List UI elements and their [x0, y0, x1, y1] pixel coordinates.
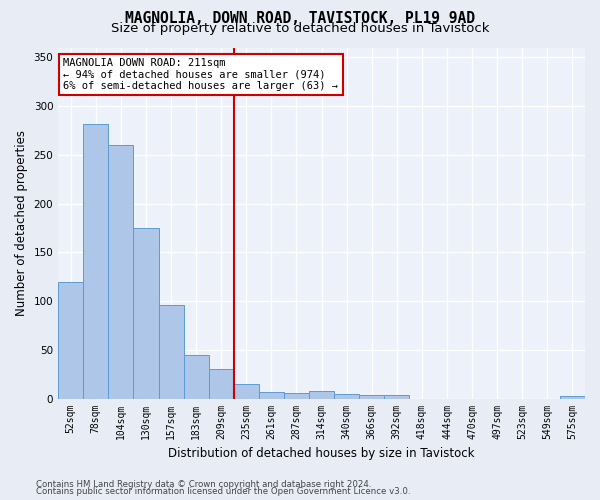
Bar — [334, 394, 359, 398]
Bar — [83, 124, 109, 398]
Text: Contains public sector information licensed under the Open Government Licence v3: Contains public sector information licen… — [36, 488, 410, 496]
Bar — [284, 392, 309, 398]
X-axis label: Distribution of detached houses by size in Tavistock: Distribution of detached houses by size … — [169, 447, 475, 460]
Bar — [109, 145, 133, 399]
Text: Contains HM Land Registry data © Crown copyright and database right 2024.: Contains HM Land Registry data © Crown c… — [36, 480, 371, 489]
Text: Size of property relative to detached houses in Tavistock: Size of property relative to detached ho… — [111, 22, 489, 35]
Bar — [209, 370, 234, 398]
Text: MAGNOLIA DOWN ROAD: 211sqm
← 94% of detached houses are smaller (974)
6% of semi: MAGNOLIA DOWN ROAD: 211sqm ← 94% of deta… — [64, 58, 338, 91]
Bar — [184, 354, 209, 399]
Bar — [385, 394, 409, 398]
Bar — [359, 394, 385, 398]
Bar — [560, 396, 585, 398]
Text: MAGNOLIA, DOWN ROAD, TAVISTOCK, PL19 9AD: MAGNOLIA, DOWN ROAD, TAVISTOCK, PL19 9AD — [125, 11, 475, 26]
Y-axis label: Number of detached properties: Number of detached properties — [15, 130, 28, 316]
Bar — [234, 384, 259, 398]
Bar — [309, 391, 334, 398]
Bar — [133, 228, 158, 398]
Bar — [158, 305, 184, 398]
Bar — [58, 282, 83, 399]
Bar — [259, 392, 284, 398]
